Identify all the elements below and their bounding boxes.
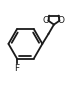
Text: O: O: [58, 16, 65, 25]
Text: F: F: [14, 64, 19, 73]
Text: O: O: [43, 16, 50, 25]
